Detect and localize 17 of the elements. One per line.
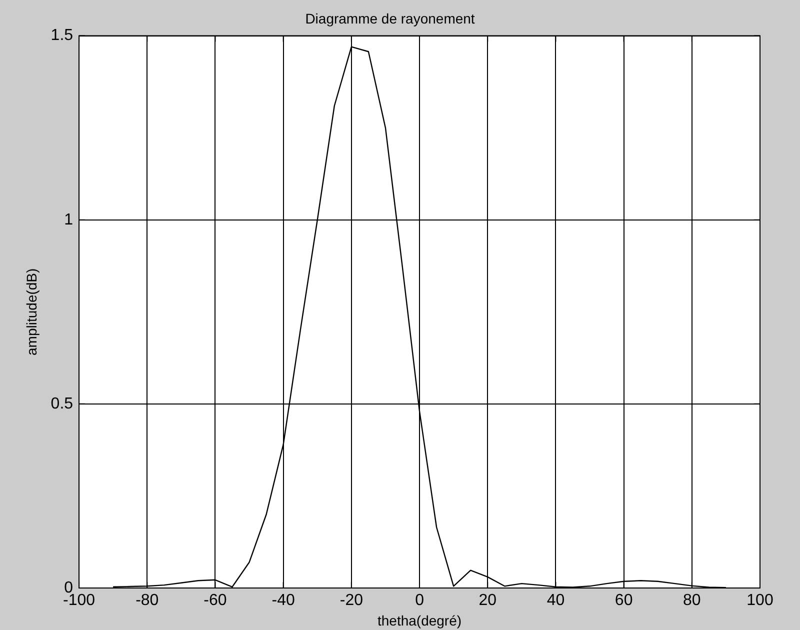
x-tick-label: -100 bbox=[63, 592, 96, 610]
y-tick-label: 1.5 bbox=[50, 27, 74, 44]
x-tick-label: -80 bbox=[136, 592, 159, 610]
x-tick-label: -40 bbox=[272, 592, 295, 610]
x-tick-label: -60 bbox=[204, 592, 227, 610]
x-tick-label: 80 bbox=[683, 592, 701, 610]
x-tick-label: 60 bbox=[614, 592, 633, 610]
y-axis-title: amplitude(dB) bbox=[23, 268, 40, 356]
chart-title: Diagramme de rayonement bbox=[305, 10, 475, 26]
y-tick-label: 0.5 bbox=[50, 395, 74, 412]
x-tick-label: 40 bbox=[546, 592, 565, 610]
x-tick-label: 20 bbox=[478, 592, 497, 610]
x-tick-label: -20 bbox=[340, 592, 364, 610]
x-axis-title: thetha(degré) bbox=[377, 612, 462, 628]
x-tick-label: 100 bbox=[746, 592, 774, 610]
x-tick-label: 0 bbox=[415, 592, 424, 610]
y-tick-label: 1 bbox=[64, 211, 74, 228]
